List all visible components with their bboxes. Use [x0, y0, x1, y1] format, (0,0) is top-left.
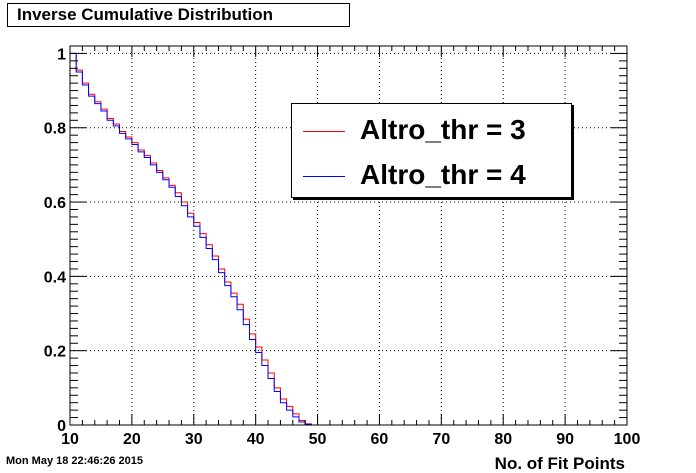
- x-tick-label: 90: [556, 431, 574, 448]
- y-tick-label: 0.6: [44, 195, 66, 212]
- chart-title: Inverse Cumulative Distribution: [7, 3, 350, 27]
- x-tick-label: 100: [614, 431, 641, 448]
- x-axis-label: No. of Fit Points: [495, 454, 625, 473]
- chart-title-text: Inverse Cumulative Distribution: [17, 5, 273, 24]
- x-tick-label: 10: [61, 431, 79, 448]
- legend-item-series1: Altro_thr = 3: [292, 109, 571, 153]
- y-tick-label: 0.4: [44, 269, 66, 286]
- y-tick-labels: 0 0.2 0.4 0.6 0.8 1: [44, 46, 66, 435]
- y-tick-label: 0: [57, 418, 66, 435]
- y-tick-label: 0.8: [44, 121, 66, 138]
- timestamp: Mon May 18 22:46:26 2015: [6, 455, 143, 467]
- x-tick-label: 30: [185, 431, 203, 448]
- legend: Altro_thr = 3 Altro_thr = 4: [291, 103, 572, 198]
- legend-swatch-series1: [303, 131, 345, 132]
- x-tick-label: 20: [123, 431, 141, 448]
- legend-label-series2: Altro_thr = 4: [360, 159, 526, 190]
- legend-swatch-series2: [303, 176, 345, 177]
- x-tick-labels: 10 20 30 40 50 60 70 80 90 100: [61, 431, 640, 448]
- legend-item-series2: Altro_thr = 4: [292, 154, 571, 198]
- y-tick-label: 1: [57, 46, 66, 63]
- plot-frame: [69, 45, 628, 426]
- axis-ticks: [69, 46, 628, 426]
- x-tick-label: 60: [371, 431, 389, 448]
- legend-label-series1: Altro_thr = 3: [360, 114, 526, 145]
- y-tick-label: 0.2: [44, 344, 66, 361]
- x-tick-label: 80: [494, 431, 512, 448]
- x-tick-label: 50: [309, 431, 327, 448]
- x-tick-label: 70: [432, 431, 450, 448]
- x-tick-label: 40: [247, 431, 265, 448]
